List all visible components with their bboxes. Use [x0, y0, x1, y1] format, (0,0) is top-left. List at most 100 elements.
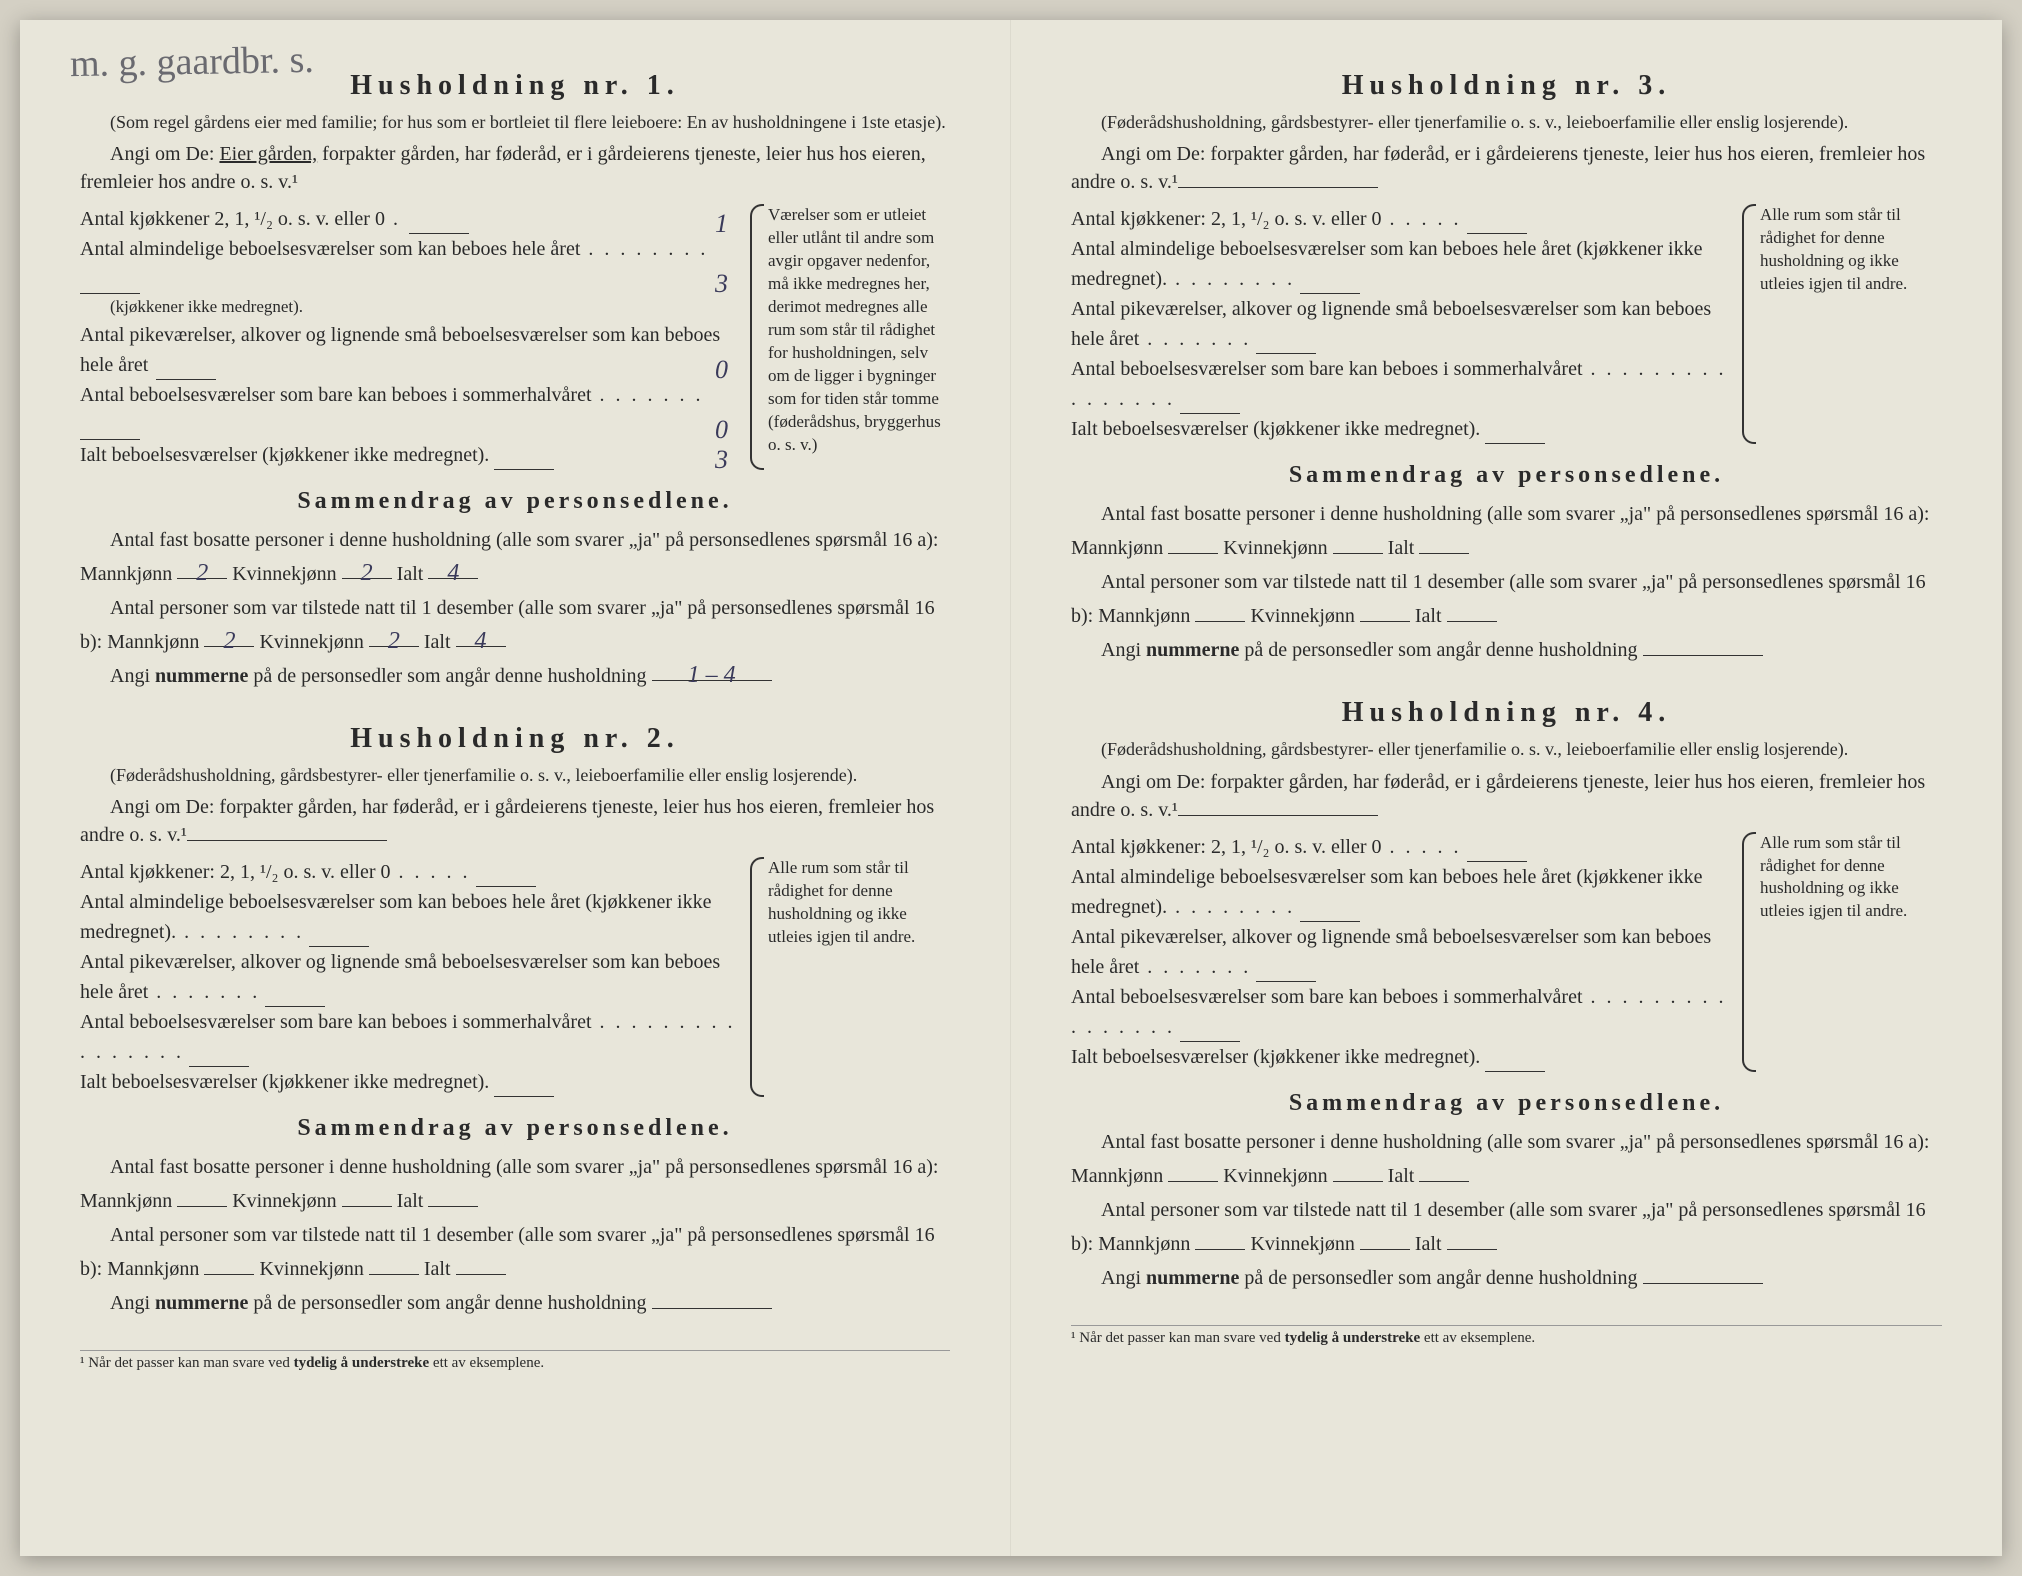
footnote-left: ¹ Når det passer kan man svare ved tydel…	[80, 1350, 950, 1372]
room-row: Antal pikeværelser, alkover og lignende …	[80, 947, 738, 1007]
room-label: Antal kjøkkener: 2, 1, ¹/₂ o. s. v. elle…	[1071, 208, 1382, 230]
summary-title: Sammendrag av personsedlene.	[1071, 462, 1942, 489]
room-label: Antal almindelige beboelsesværelser som …	[1071, 866, 1702, 918]
fill-mannkjonn-b	[1195, 604, 1245, 622]
room-row: Antal pikeværelser, alkover og lignende …	[1071, 922, 1730, 982]
right-page: Husholdning nr. 3. (Føderådshusholdning,…	[1011, 20, 2002, 1556]
handwritten-annotation: m. g. gaardbr. s.	[70, 38, 315, 86]
rooms-section: Antal kjøkkener 2, 1, ¹/₂ o. s. v. eller…	[80, 204, 950, 470]
angi-line: Angi om De: forpakter gården, har føderå…	[1071, 768, 1942, 824]
room-fill-line	[1256, 964, 1316, 982]
room-fill-line	[156, 362, 216, 380]
room-fill-line	[1485, 426, 1545, 444]
room-label: Antal beboelsesværelser som bare kan beb…	[1071, 986, 1583, 1008]
fill-mannkjonn-a: 2	[177, 561, 227, 579]
household-title: Husholdning nr. 4.	[1071, 697, 1942, 729]
room-fill-line	[189, 1049, 249, 1067]
room-row: Antal beboelsesværelser som bare kan beb…	[80, 1007, 738, 1067]
household-title: Husholdning nr. 2.	[80, 723, 950, 755]
room-row: Antal almindelige beboelsesværelser som …	[80, 234, 738, 320]
room-row: Antal beboelsesværelser som bare kan beb…	[1071, 982, 1730, 1042]
angi-line: Angi om De: forpakter gården, har føderå…	[1071, 140, 1942, 196]
bracket-note: Alle rum som står til rådighet for denne…	[750, 857, 950, 1097]
angi-nummerne: Angi nummerne på de personsedler som ang…	[80, 659, 950, 693]
fill-ialt-b	[456, 1257, 506, 1275]
room-label: Ialt beboelsesværelser (kjøkkener ikke m…	[80, 444, 489, 466]
room-row: Antal almindelige beboelsesværelser som …	[80, 887, 738, 947]
room-row: Antal kjøkkener 2, 1, ¹/₂ o. s. v. eller…	[80, 204, 738, 234]
household-note: (Føderådshusholdning, gårdsbestyrer- ell…	[1071, 737, 1942, 761]
rooms-section: Antal kjøkkener: 2, 1, ¹/₂ o. s. v. elle…	[80, 857, 950, 1097]
room-label: Antal beboelsesværelser som bare kan beb…	[80, 1011, 592, 1033]
angi-line: Angi om De: forpakter gården, har føderå…	[80, 793, 950, 849]
summary-16a: Antal fast bosatte personer i denne hush…	[1071, 1125, 1942, 1193]
fill-mannkjonn-b	[1195, 1232, 1245, 1250]
summary-16b: Antal personer som var tilstede natt til…	[80, 1218, 950, 1286]
room-row: Antal almindelige beboelsesværelser som …	[1071, 234, 1730, 294]
household-3: Husholdning nr. 3. (Føderådshusholdning,…	[1071, 70, 1942, 667]
room-fill-line	[80, 276, 140, 294]
fill-kvinnekjonn-a	[1333, 536, 1383, 554]
household-note: (Føderådshusholdning, gårdsbestyrer- ell…	[1071, 110, 1942, 134]
room-label: Antal beboelsesværelser som bare kan beb…	[80, 384, 592, 406]
room-label: Antal kjøkkener: 2, 1, ¹/₂ o. s. v. elle…	[1071, 836, 1382, 858]
room-row: Ialt beboelsesværelser (kjøkkener ikke m…	[1071, 414, 1730, 444]
angi-underlined: Eier gården,	[219, 143, 317, 165]
room-label: Antal almindelige beboelsesværelser som …	[80, 238, 580, 260]
rooms-section: Antal kjøkkener: 2, 1, ¹/₂ o. s. v. elle…	[1071, 832, 1942, 1072]
angi-line: Angi om De: Eier gården, forpakter gårde…	[80, 140, 950, 196]
fill-ialt-b	[1447, 1232, 1497, 1250]
room-label: Antal almindelige beboelsesværelser som …	[80, 891, 711, 943]
fill-ialt-b: 4	[456, 629, 506, 647]
household-note: (Som regel gårdens eier med familie; for…	[80, 110, 950, 134]
summary-16a: Antal fast bosatte personer i denne hush…	[80, 1150, 950, 1218]
room-fill-line	[1180, 1024, 1240, 1042]
room-fill-line	[494, 452, 554, 470]
room-fill-line	[265, 989, 325, 1007]
household-2: Husholdning nr. 2. (Føderådshusholdning,…	[80, 723, 950, 1320]
room-label: Ialt beboelsesværelser (kjøkkener ikke m…	[80, 1071, 489, 1093]
fill-mannkjonn-b: 2	[204, 629, 254, 647]
fill-mannkjonn-a	[1168, 536, 1218, 554]
room-list: Antal kjøkkener: 2, 1, ¹/₂ o. s. v. elle…	[1071, 832, 1730, 1072]
room-fill-line	[80, 422, 140, 440]
fill-ialt-a	[1419, 1164, 1469, 1182]
fill-nummerne	[1643, 638, 1763, 656]
bracket-note: Alle rum som står til rådighet for denne…	[1742, 832, 1942, 1072]
room-row: Ialt beboelsesværelser (kjøkkener ikke m…	[1071, 1042, 1730, 1072]
summary-16a: Antal fast bosatte personer i denne hush…	[80, 523, 950, 591]
summary-16b: Antal personer som var tilstede natt til…	[80, 591, 950, 659]
left-page: m. g. gaardbr. s. Husholdning nr. 1. (So…	[20, 20, 1011, 1556]
room-fill-line	[409, 216, 469, 234]
room-fill-line	[1485, 1054, 1545, 1072]
room-list: Antal kjøkkener 2, 1, ¹/₂ o. s. v. eller…	[80, 204, 738, 470]
fill-ialt-a	[1419, 536, 1469, 554]
room-fill-line	[476, 869, 536, 887]
room-value: 3	[715, 264, 728, 303]
room-fill-line	[309, 929, 369, 947]
fill-kvinnekjonn-b	[1360, 1232, 1410, 1250]
fill-kvinnekjonn-b	[369, 1257, 419, 1275]
room-value: 3	[715, 440, 728, 479]
room-fill-line	[1467, 216, 1527, 234]
room-label: Antal almindelige beboelsesværelser som …	[1071, 238, 1702, 290]
summary-16b: Antal personer som var tilstede natt til…	[1071, 565, 1942, 633]
household-note: (Føderådshusholdning, gårdsbestyrer- ell…	[80, 763, 950, 787]
fill-nummerne	[652, 1291, 772, 1309]
room-label: Antal kjøkkener: 2, 1, ¹/₂ o. s. v. elle…	[80, 861, 391, 883]
room-label: Ialt beboelsesværelser (kjøkkener ikke m…	[1071, 418, 1480, 440]
room-list: Antal kjøkkener: 2, 1, ¹/₂ o. s. v. elle…	[80, 857, 738, 1097]
room-row: Antal kjøkkener: 2, 1, ¹/₂ o. s. v. elle…	[80, 857, 738, 887]
room-fill-line	[1180, 396, 1240, 414]
room-label: Antal kjøkkener 2, 1, ¹/₂ o. s. v. eller…	[80, 208, 385, 230]
fill-mannkjonn-b	[204, 1257, 254, 1275]
room-row: Antal beboelsesværelser som bare kan beb…	[1071, 354, 1730, 414]
angi-nummerne: Angi nummerne på de personsedler som ang…	[1071, 1261, 1942, 1295]
room-row: Antal beboelsesværelser som bare kan beb…	[80, 380, 738, 440]
room-label: Ialt beboelsesværelser (kjøkkener ikke m…	[1071, 1046, 1480, 1068]
fill-kvinnekjonn-b: 2	[369, 629, 419, 647]
room-row: Ialt beboelsesværelser (kjøkkener ikke m…	[80, 1067, 738, 1097]
room-fill-line	[1300, 904, 1360, 922]
summary-title: Sammendrag av personsedlene.	[1071, 1090, 1942, 1117]
room-row: Antal pikeværelser, alkover og lignende …	[80, 320, 738, 380]
